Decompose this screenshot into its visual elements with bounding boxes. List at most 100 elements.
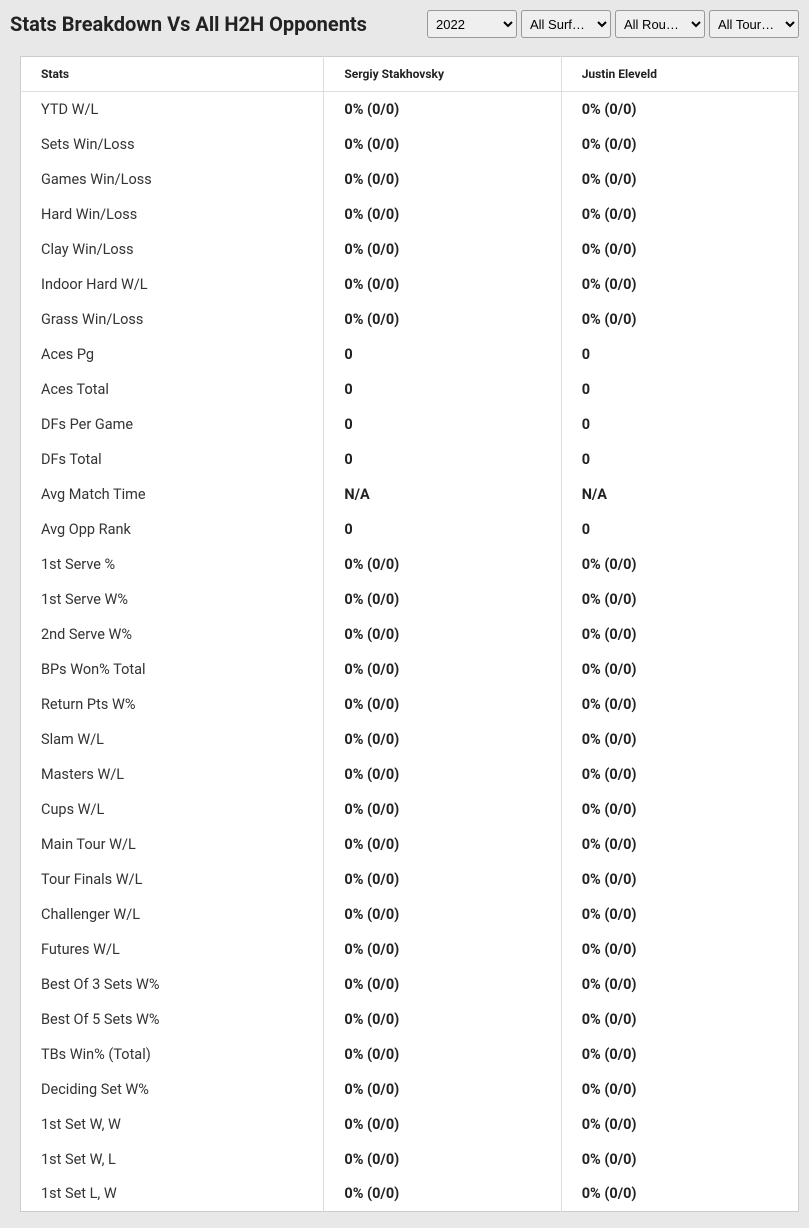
stat-value-player2: 0% (0/0) <box>561 1142 798 1177</box>
table-row: Deciding Set W%0% (0/0)0% (0/0) <box>21 1072 799 1107</box>
stat-value-player1: 0% (0/0) <box>324 582 561 617</box>
table-row: Clay Win/Loss0% (0/0)0% (0/0) <box>21 232 799 267</box>
stat-label: DFs Total <box>21 442 324 477</box>
stat-value-player2: 0% (0/0) <box>561 1037 798 1072</box>
stat-value-player1: 0% (0/0) <box>324 932 561 967</box>
stat-value-player2: 0% (0/0) <box>561 1107 798 1142</box>
table-row: 1st Serve %0% (0/0)0% (0/0) <box>21 547 799 582</box>
table-row: DFs Total00 <box>21 442 799 477</box>
stat-value-player2: 0% (0/0) <box>561 582 798 617</box>
stat-value-player1: 0% (0/0) <box>324 302 561 337</box>
stat-value-player2: 0% (0/0) <box>561 617 798 652</box>
table-row: Futures W/L0% (0/0)0% (0/0) <box>21 932 799 967</box>
round-filter[interactable]: All Rou… <box>615 10 705 38</box>
table-row: Challenger W/L0% (0/0)0% (0/0) <box>21 897 799 932</box>
tour-filter[interactable]: All Tour… <box>709 10 799 38</box>
stat-value-player1: 0% (0/0) <box>324 687 561 722</box>
stat-value-player2: 0% (0/0) <box>561 652 798 687</box>
stat-value-player1: 0% (0/0) <box>324 722 561 757</box>
stat-value-player1: 0% (0/0) <box>324 1002 561 1037</box>
stat-label: TBs Win% (Total) <box>21 1037 324 1072</box>
header-row: Stats Breakdown Vs All H2H Opponents 202… <box>10 10 799 38</box>
table-row: Aces Pg00 <box>21 337 799 372</box>
stat-value-player2: 0% (0/0) <box>561 1072 798 1107</box>
column-header-player1: Sergiy Stakhovsky <box>324 57 561 92</box>
stat-value-player2: 0% (0/0) <box>561 862 798 897</box>
table-row: Tour Finals W/L0% (0/0)0% (0/0) <box>21 862 799 897</box>
stat-label: Avg Opp Rank <box>21 512 324 547</box>
stat-value-player1: 0% (0/0) <box>324 617 561 652</box>
stat-value-player1: 0% (0/0) <box>324 162 561 197</box>
stat-value-player1: 0% (0/0) <box>324 1037 561 1072</box>
stat-value-player2: 0% (0/0) <box>561 162 798 197</box>
table-row: Indoor Hard W/L0% (0/0)0% (0/0) <box>21 267 799 302</box>
stat-value-player2: 0 <box>561 407 798 442</box>
table-row: Best Of 3 Sets W%0% (0/0)0% (0/0) <box>21 967 799 1002</box>
stat-value-player2: 0% (0/0) <box>561 92 798 127</box>
stat-value-player2: 0% (0/0) <box>561 827 798 862</box>
stat-value-player1: N/A <box>324 477 561 512</box>
table-row: TBs Win% (Total)0% (0/0)0% (0/0) <box>21 1037 799 1072</box>
stat-value-player2: 0% (0/0) <box>561 197 798 232</box>
stat-value-player2: 0% (0/0) <box>561 897 798 932</box>
stat-value-player2: 0 <box>561 337 798 372</box>
stat-value-player2: 0 <box>561 442 798 477</box>
stat-value-player2: 0% (0/0) <box>561 687 798 722</box>
stat-value-player2: 0% (0/0) <box>561 932 798 967</box>
stat-label: Avg Match Time <box>21 477 324 512</box>
stat-value-player1: 0 <box>324 512 561 547</box>
stat-value-player2: 0% (0/0) <box>561 127 798 162</box>
stat-value-player2: 0% (0/0) <box>561 722 798 757</box>
stat-label: Best Of 3 Sets W% <box>21 967 324 1002</box>
stat-value-player1: 0% (0/0) <box>324 267 561 302</box>
stat-label: DFs Per Game <box>21 407 324 442</box>
stat-value-player1: 0% (0/0) <box>324 757 561 792</box>
year-filter[interactable]: 2022 <box>427 10 517 38</box>
surface-filter[interactable]: All Surf… <box>521 10 611 38</box>
stat-label: Main Tour W/L <box>21 827 324 862</box>
table-row: BPs Won% Total0% (0/0)0% (0/0) <box>21 652 799 687</box>
stat-label: Return Pts W% <box>21 687 324 722</box>
table-row: Sets Win/Loss0% (0/0)0% (0/0) <box>21 127 799 162</box>
stat-label: Challenger W/L <box>21 897 324 932</box>
table-row: Games Win/Loss0% (0/0)0% (0/0) <box>21 162 799 197</box>
column-header-stats: Stats <box>21 57 324 92</box>
table-row: Aces Total00 <box>21 372 799 407</box>
stat-value-player2: N/A <box>561 477 798 512</box>
table-row: Main Tour W/L0% (0/0)0% (0/0) <box>21 827 799 862</box>
stat-label: Cups W/L <box>21 792 324 827</box>
stat-value-player2: 0% (0/0) <box>561 302 798 337</box>
stat-value-player1: 0% (0/0) <box>324 1142 561 1177</box>
stat-value-player1: 0% (0/0) <box>324 1072 561 1107</box>
table-row: 1st Set L, W0% (0/0)0% (0/0) <box>21 1177 799 1212</box>
table-row: Avg Match TimeN/AN/A <box>21 477 799 512</box>
stat-value-player1: 0% (0/0) <box>324 862 561 897</box>
stat-value-player1: 0% (0/0) <box>324 1107 561 1142</box>
filter-bar: 2022 All Surf… All Rou… All Tour… <box>427 10 799 38</box>
stat-value-player1: 0 <box>324 337 561 372</box>
stat-value-player2: 0% (0/0) <box>561 547 798 582</box>
stat-value-player2: 0% (0/0) <box>561 1177 798 1212</box>
stat-label: BPs Won% Total <box>21 652 324 687</box>
stat-label: 1st Set W, L <box>21 1142 324 1177</box>
table-row: 2nd Serve W%0% (0/0)0% (0/0) <box>21 617 799 652</box>
stat-value-player1: 0% (0/0) <box>324 547 561 582</box>
stat-value-player2: 0% (0/0) <box>561 757 798 792</box>
stat-value-player1: 0% (0/0) <box>324 827 561 862</box>
stat-label: YTD W/L <box>21 92 324 127</box>
stat-label: 1st Set W, W <box>21 1107 324 1142</box>
stat-label: Futures W/L <box>21 932 324 967</box>
stat-label: Deciding Set W% <box>21 1072 324 1107</box>
stat-label: Clay Win/Loss <box>21 232 324 267</box>
stat-label: 1st Set L, W <box>21 1177 324 1212</box>
stat-value-player1: 0% (0/0) <box>324 232 561 267</box>
stat-value-player2: 0% (0/0) <box>561 232 798 267</box>
table-row: 1st Serve W%0% (0/0)0% (0/0) <box>21 582 799 617</box>
stat-label: Indoor Hard W/L <box>21 267 324 302</box>
stat-value-player2: 0 <box>561 372 798 407</box>
stat-label: Hard Win/Loss <box>21 197 324 232</box>
stat-label: Tour Finals W/L <box>21 862 324 897</box>
stat-value-player1: 0% (0/0) <box>324 1177 561 1212</box>
stat-value-player1: 0% (0/0) <box>324 967 561 1002</box>
table-row: DFs Per Game00 <box>21 407 799 442</box>
